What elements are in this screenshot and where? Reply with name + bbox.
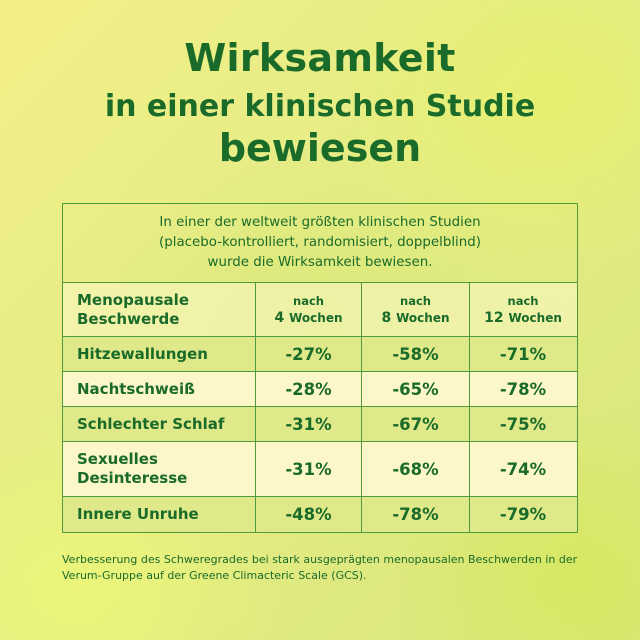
row-value: -79% — [469, 497, 576, 532]
row-label: Sexuelles Desinteresse — [63, 442, 255, 496]
table-row: Schlechter Schlaf -31% -67% -75% — [63, 407, 577, 442]
row-value: -78% — [361, 497, 469, 532]
table-row: Hitzewallungen -27% -58% -71% — [63, 337, 577, 372]
table-row: Innere Unruhe -48% -78% -79% — [63, 497, 577, 532]
header-col-number: 4 — [274, 309, 285, 326]
row-label: Hitzewallungen — [77, 344, 208, 363]
row-label: Nachtschweiß — [77, 379, 195, 398]
header-label-line-1: Menopausale — [77, 290, 189, 309]
row-value: -65% — [361, 372, 469, 406]
row-value: -68% — [361, 442, 469, 496]
row-value: -71% — [469, 337, 576, 371]
row-value: -48% — [255, 497, 361, 532]
row-value: -27% — [255, 337, 361, 371]
row-value: -31% — [255, 407, 361, 441]
header-label: Menopausale Beschwerde — [63, 283, 255, 336]
header-col-number: 8 — [381, 309, 392, 326]
intro-line-3: wurde die Wirksamkeit bewiesen. — [207, 255, 433, 270]
row-label: Schlechter Schlaf — [77, 414, 225, 433]
row-value: -74% — [469, 442, 576, 496]
header-col-unit: Wochen — [289, 310, 343, 325]
table-row: Nachtschweiß -28% -65% -78% — [63, 372, 577, 407]
header-col-4-weeks: nach 4 Wochen — [255, 283, 361, 336]
results-table: In einer der weltweit größten klinischen… — [62, 203, 578, 533]
table-intro: In einer der weltweit größten klinischen… — [63, 204, 577, 283]
row-value: -67% — [361, 407, 469, 441]
table-header-row: Menopausale Beschwerde nach 4 Wochen nac… — [63, 283, 577, 337]
row-label-line-1: Sexuelles — [77, 450, 158, 468]
row-label-line-2: Desinteresse — [77, 469, 188, 487]
title-line-1: Wirksamkeit — [184, 36, 456, 80]
header-col-8-weeks: nach 8 Wochen — [361, 283, 469, 336]
row-value: -31% — [255, 442, 361, 496]
title-line-3: bewiesen — [218, 126, 422, 170]
title-line-2: in einer klinischen Studie — [104, 89, 536, 124]
footnote: Verbesserung des Schweregrades bei stark… — [62, 552, 602, 584]
header-col-number: 12 — [484, 309, 504, 326]
footnote-line-1: Verbesserung des Schweregrades bei stark… — [62, 553, 578, 566]
row-value: -78% — [469, 372, 576, 406]
row-value: -75% — [469, 407, 576, 441]
header-col-unit: Wochen — [508, 310, 562, 325]
row-label: Innere Unruhe — [77, 505, 199, 523]
header-col-12-weeks: nach 12 Wochen — [469, 283, 576, 336]
table-row: Sexuelles Desinteresse -31% -68% -74% — [63, 442, 577, 497]
header-col-prefix: nach — [400, 293, 431, 308]
header-label-line-2: Beschwerde — [77, 309, 180, 328]
intro-line-2: (placebo-kontrolliert, randomisiert, dop… — [159, 235, 481, 250]
row-value: -28% — [255, 372, 361, 406]
header-col-prefix: nach — [293, 293, 324, 308]
intro-line-1: In einer der weltweit größten klinischen… — [159, 215, 481, 230]
footnote-line-2: Verum-Gruppe auf der Greene Climacteric … — [62, 569, 367, 582]
row-value: -58% — [361, 337, 469, 371]
header-col-unit: Wochen — [396, 310, 450, 325]
header-col-prefix: nach — [507, 293, 539, 308]
